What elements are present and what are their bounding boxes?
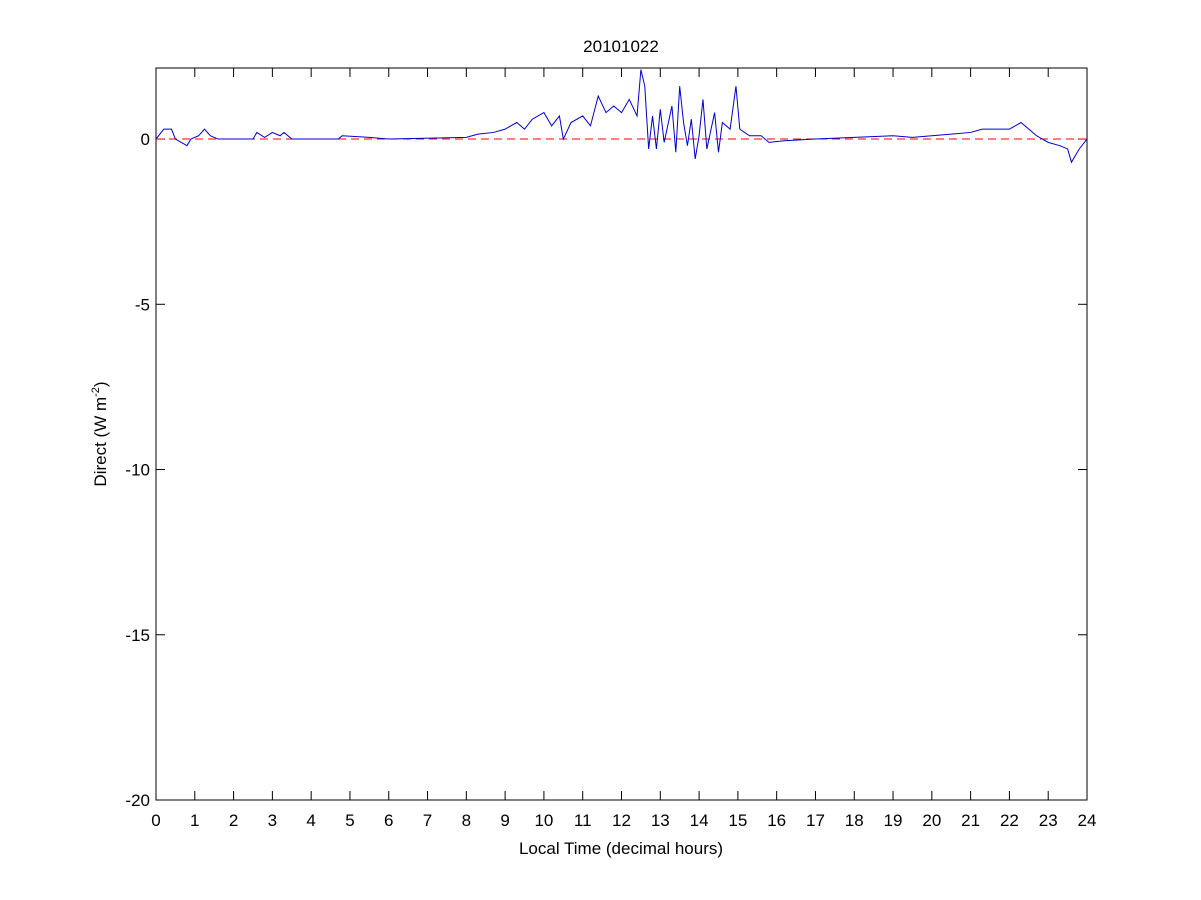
x-tick-label: 7 [423,811,432,830]
x-tick-label: 23 [1039,811,1058,830]
x-tick-label: 8 [462,811,471,830]
x-tick-label: 16 [767,811,786,830]
y-axis-label-superscript: -2 [90,387,102,397]
x-tick-label: 12 [612,811,631,830]
x-tick-label: 0 [151,811,160,830]
x-tick-label: 10 [534,811,553,830]
data-line [155,69,1088,164]
x-tick-label: 14 [690,811,709,830]
x-tick-label: 15 [728,811,747,830]
plot-area [155,67,1088,801]
x-tick-label: 11 [574,811,592,830]
x-axis-label: Local Time (decimal hours) [519,839,723,858]
y-axis-label-suffix: ) [91,381,110,387]
x-tick-label: 9 [500,811,509,830]
chart-title: 20101022 [583,37,659,56]
y-tick-label: -5 [135,295,150,314]
x-tick-label: 13 [651,811,670,830]
x-tick-label: 2 [229,811,238,830]
y-tick-label: -20 [125,791,150,810]
x-tick-label: 18 [845,811,864,830]
x-tick-label: 5 [345,811,354,830]
y-axis-label-text: Direct (W m [91,397,110,487]
x-tick-label: 24 [1078,811,1097,830]
x-tick-label: 20 [922,811,941,830]
x-tick-label: 6 [384,811,393,830]
y-tick-label: 0 [141,130,150,149]
x-tick-label: 22 [1000,811,1019,830]
x-tick-label: 17 [806,811,825,830]
x-tick-label: 4 [306,811,315,830]
y-axis-label: Direct (W m-2) [90,381,110,486]
x-tick-label: 1 [190,811,199,830]
y-tick-label: -10 [125,461,150,480]
x-tick-label: 3 [268,811,277,830]
x-tick-label: 21 [961,811,980,830]
y-tick-label: -15 [125,626,150,645]
x-tick-label: 19 [884,811,903,830]
